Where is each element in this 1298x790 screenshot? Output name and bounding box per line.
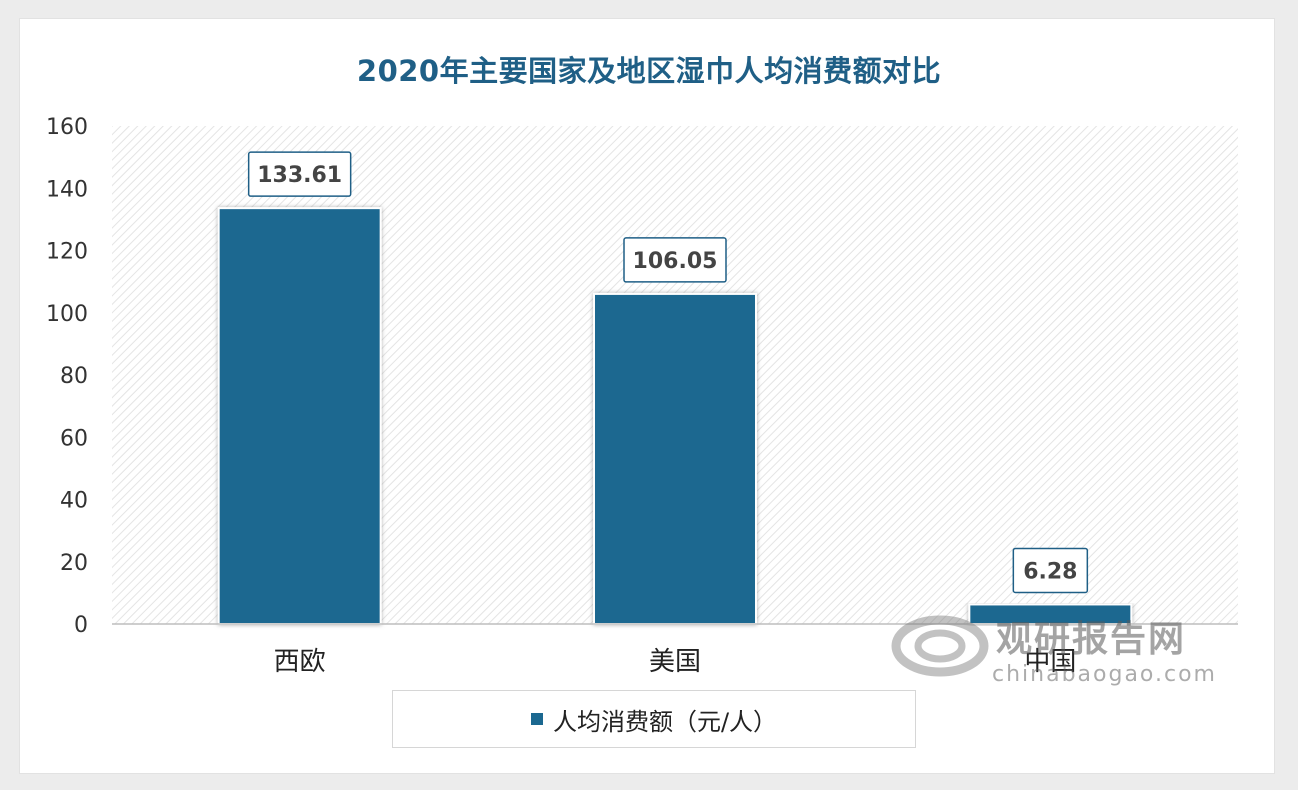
data-label: 6.28 — [1023, 559, 1077, 584]
data-label-box — [1012, 547, 1089, 594]
watermark-logo-icon — [891, 615, 989, 677]
data-label-box — [247, 151, 352, 197]
watermark-name: 观研报告网 — [996, 619, 1187, 660]
bar — [593, 292, 757, 625]
x-category-label: 美国 — [649, 647, 701, 677]
y-tick-label: 60 — [60, 426, 88, 451]
data-label: 133.61 — [257, 163, 342, 188]
y-tick-label: 140 — [46, 177, 88, 202]
y-tick-label: 0 — [74, 613, 88, 638]
y-tick-label: 20 — [60, 551, 88, 576]
y-tick-label: 40 — [60, 489, 88, 514]
bar-chart: 0 20 40 60 80 100 120 140 160 133.61 106.05 6.28 西… — [46, 115, 1238, 677]
watermark: 观研报告网 chinabaogao.com — [888, 606, 1248, 692]
y-tick-label: 80 — [60, 364, 88, 389]
legend-label: 人均消费额（元/人） — [552, 707, 778, 736]
data-label: 106.05 — [633, 249, 718, 274]
x-category-label: 中国 — [1024, 647, 1076, 677]
bar — [217, 207, 382, 625]
data-label-box — [623, 237, 727, 283]
legend-swatch — [530, 713, 543, 725]
y-tick-label: 120 — [46, 240, 88, 265]
x-category-label: 西欧 — [274, 647, 326, 677]
y-tick-label: 100 — [46, 302, 88, 327]
legend: 人均消费额（元/人） — [392, 690, 916, 748]
y-tick-label: 160 — [46, 115, 88, 140]
watermark-url: chinabaogao.com — [992, 662, 1217, 687]
chart-title: 2020年主要国家及地区湿巾人均消费额对比 — [356, 54, 942, 88]
